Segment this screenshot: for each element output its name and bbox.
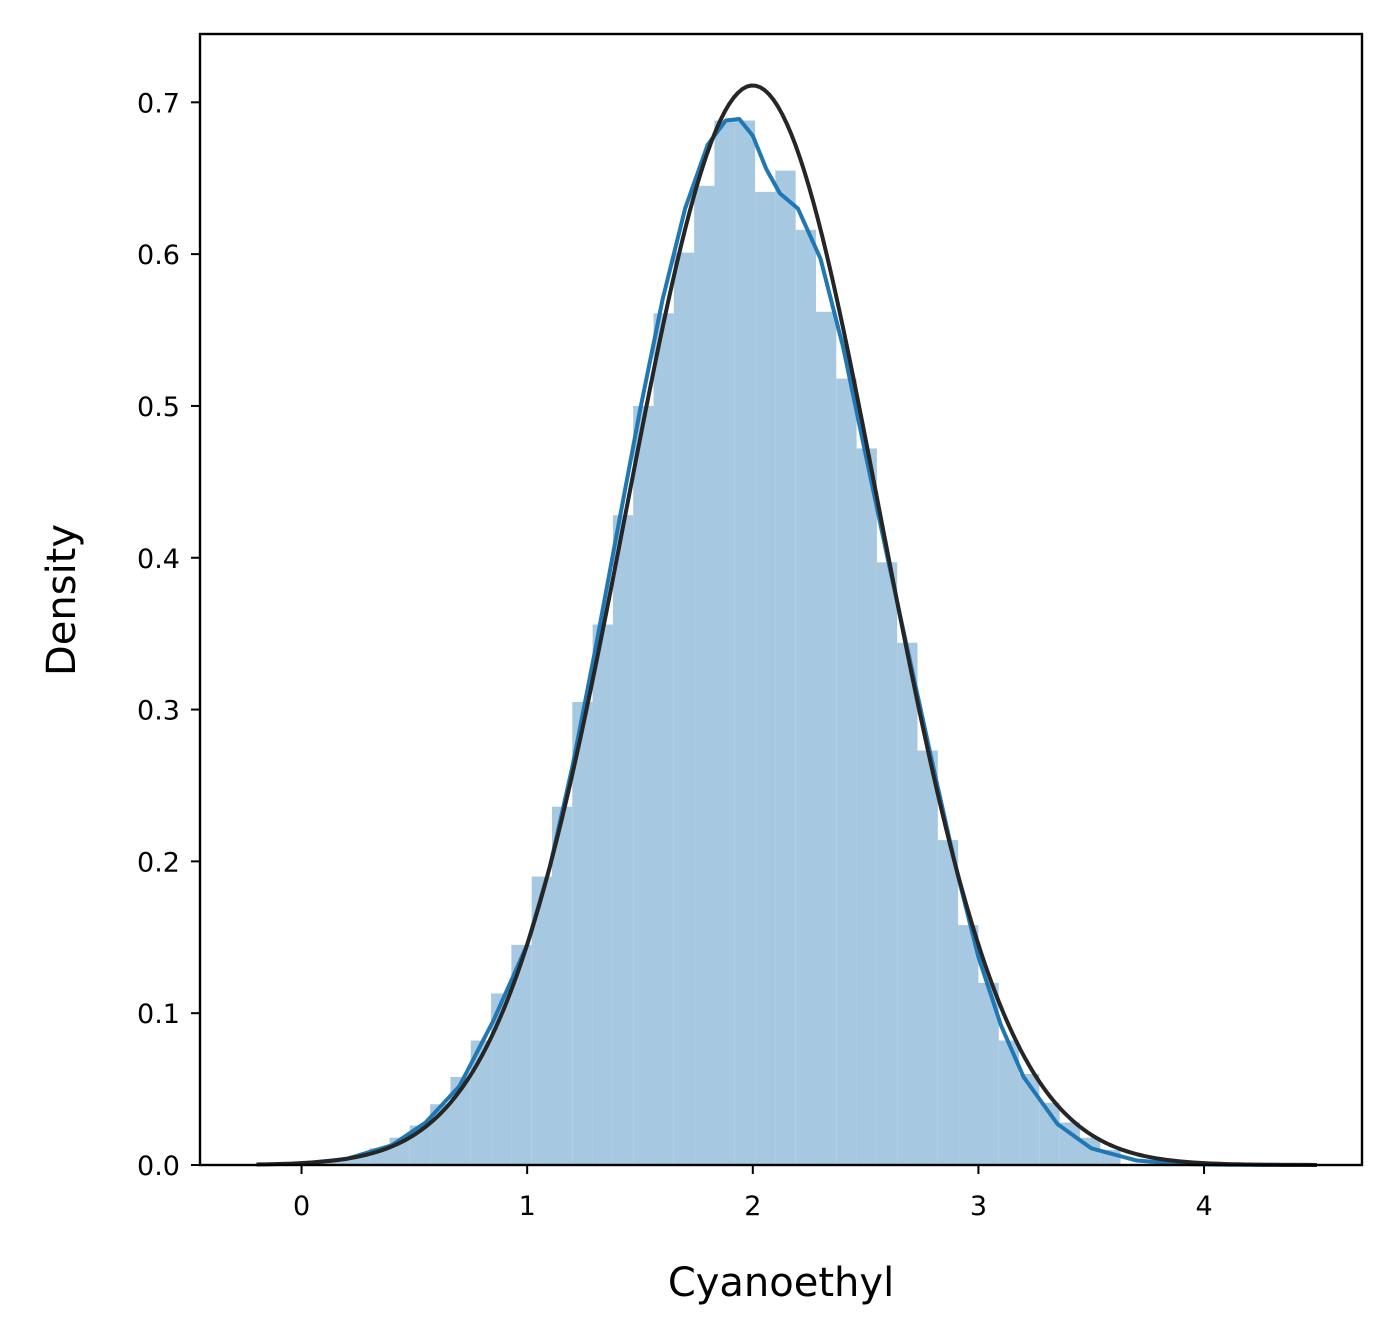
x-axis-label: Cyanoethyl: [668, 1260, 894, 1306]
histogram-bar: [633, 405, 654, 1166]
histogram-bar: [978, 982, 999, 1165]
y-tick-label: 0.5: [137, 392, 180, 423]
histogram-bar: [714, 120, 735, 1166]
y-tick-label: 0.0: [137, 1151, 180, 1182]
y-axis-ticks: 0.0 0.1 0.2 0.3 0.4 0.5 0.6 0.7: [137, 88, 200, 1182]
histogram-bar: [795, 229, 816, 1165]
histogram-bar: [673, 252, 695, 1166]
histogram-bar: [653, 313, 674, 1165]
histogram-bar: [470, 1040, 492, 1165]
histogram-bar: [755, 191, 776, 1165]
x-tick-label: 3: [970, 1191, 987, 1222]
histogram-bar: [551, 806, 573, 1165]
histogram-bar: [491, 993, 512, 1165]
histogram-bar: [734, 120, 756, 1166]
histogram-bar: [328, 1160, 349, 1165]
x-tick-label: 2: [744, 1191, 761, 1222]
histogram-bar: [815, 311, 837, 1165]
histogram-bar: [897, 642, 918, 1165]
histogram-bar: [937, 840, 959, 1165]
histogram-bar: [348, 1155, 370, 1165]
histogram-bar: [836, 378, 857, 1166]
histogram-bar: [1059, 1122, 1080, 1165]
histogram-bar: [572, 701, 593, 1165]
y-tick-label: 0.6: [137, 240, 180, 271]
histogram-bar: [856, 448, 877, 1165]
histogram-bar: [775, 170, 796, 1166]
plot-frame: [198, 32, 1364, 1167]
histogram-bars: [308, 120, 1121, 1166]
histogram-bar: [1019, 1073, 1040, 1165]
y-tick-label: 0.2: [137, 847, 180, 878]
histogram-bar: [531, 876, 552, 1165]
histogram-bar: [612, 515, 634, 1165]
x-tick-label: 1: [519, 1191, 536, 1222]
normal-fit-curve: [256, 83, 1317, 1167]
y-tick-label: 0.3: [137, 696, 180, 727]
histogram-bar: [958, 925, 979, 1165]
y-axis-label: Density: [39, 524, 85, 676]
y-tick-label: 0.7: [137, 88, 180, 119]
x-tick-label: 4: [1195, 1191, 1212, 1222]
histogram-bar: [592, 624, 613, 1165]
x-tick-label: 0: [293, 1191, 310, 1222]
histogram-bar: [694, 185, 715, 1166]
histogram-bar: [511, 944, 532, 1165]
histogram-bar: [998, 1040, 1020, 1165]
y-tick-label: 0.4: [137, 544, 180, 575]
histogram-bar: [876, 562, 898, 1165]
x-axis-ticks: 0 1 2 3 4: [293, 1165, 1213, 1222]
y-tick-label: 0.1: [137, 999, 180, 1030]
histogram-bar: [917, 750, 938, 1165]
